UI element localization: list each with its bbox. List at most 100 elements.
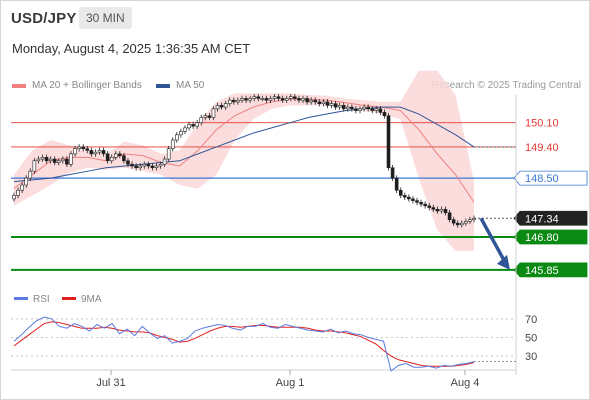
candle-49	[211, 106, 216, 121]
candle-body-86	[362, 106, 366, 110]
candle-body-29	[130, 163, 134, 167]
candle-26	[118, 151, 122, 159]
candle-78	[329, 100, 334, 109]
candle-99	[415, 197, 419, 206]
candle-body-53	[227, 99, 232, 104]
candle-body-22	[101, 150, 106, 155]
candle-89	[374, 106, 379, 114]
level-tag-bg-5	[513, 262, 588, 278]
candle-body-109	[455, 222, 460, 226]
candle-body-26	[118, 153, 122, 156]
candle-body-17	[81, 146, 86, 149]
candle-76	[321, 99, 326, 107]
candle-81	[341, 102, 346, 112]
candle-24	[109, 154, 114, 164]
candle-body-27	[122, 155, 126, 162]
level-tag-text-2: 148.50	[525, 173, 559, 185]
candle-55	[236, 97, 240, 105]
candle-101	[423, 201, 427, 209]
candle-107	[447, 209, 452, 223]
candle-93	[390, 164, 395, 181]
candle-body-81	[341, 105, 346, 110]
candle-72	[305, 95, 309, 105]
candle-body-30	[134, 165, 138, 169]
candle-body-105	[439, 208, 444, 212]
candle-64	[272, 93, 277, 102]
candle-106	[443, 206, 448, 216]
candle-38	[166, 145, 171, 162]
candle-80	[337, 102, 342, 110]
candle-40	[175, 132, 179, 143]
timeframe-badge[interactable]: 30 MIN	[79, 7, 132, 29]
candle-body-25	[113, 153, 118, 158]
candle-body-51	[219, 105, 224, 108]
candle-111	[464, 218, 468, 226]
candle-60	[256, 93, 261, 102]
candle-17	[81, 144, 86, 152]
x-tick-label-1: Aug 1	[276, 377, 305, 389]
candle-body-28	[126, 160, 130, 165]
candle-79	[333, 100, 338, 110]
candle-92	[386, 113, 391, 171]
candle-body-59	[252, 96, 256, 99]
candle-body-79	[333, 103, 338, 108]
candle-82	[346, 104, 350, 112]
candle-41	[179, 128, 183, 138]
candle-63	[268, 95, 273, 103]
level-tag-text-3: 147.34	[525, 213, 559, 225]
ma20-swatch	[12, 83, 26, 88]
candle-body-41	[179, 131, 183, 136]
candle-body-12	[61, 158, 65, 162]
candle-22	[101, 147, 106, 157]
level-tag-text-1: 149.40	[525, 142, 559, 154]
level-tag-149.40: 149.40	[525, 142, 559, 154]
candle-110	[459, 220, 464, 228]
candle-12	[61, 156, 65, 164]
candle-body-2	[20, 184, 24, 191]
candle-body-47	[203, 115, 208, 118]
candle-51	[219, 102, 224, 110]
candle-71	[301, 95, 305, 103]
candle-31	[138, 163, 142, 171]
candle-68	[289, 93, 293, 102]
candle-body-32	[142, 163, 147, 167]
candle-body-112	[468, 219, 472, 222]
candle-body-67	[284, 98, 289, 101]
rsi-legend-swatch	[14, 297, 28, 300]
candle-83	[350, 104, 354, 112]
candle-91	[382, 109, 387, 119]
candle-58	[248, 95, 252, 103]
candle-body-89	[374, 108, 379, 111]
candle-body-24	[109, 157, 114, 162]
candle-96	[402, 192, 407, 200]
candle-body-70	[297, 98, 301, 101]
candle-29	[130, 161, 134, 169]
candle-42	[183, 125, 187, 135]
candle-body-72	[305, 98, 309, 103]
candle-body-84	[354, 108, 358, 111]
rsi-legend-label: RSI	[33, 294, 50, 305]
candle-33	[146, 161, 151, 169]
candle-body-44	[191, 124, 195, 127]
candle-27	[122, 152, 126, 164]
candle-98	[411, 196, 415, 204]
candle-body-35	[154, 165, 159, 169]
candle-body-82	[346, 106, 350, 110]
candle-6	[36, 156, 41, 164]
legend-ma50-label: MA 50	[176, 80, 205, 91]
candle-body-65	[276, 96, 281, 99]
candle-62	[264, 95, 269, 103]
candle-body-36	[158, 163, 163, 167]
candle-body-74	[313, 99, 318, 103]
rsi-tick-30: 30	[525, 351, 537, 363]
candle-body-50	[215, 105, 220, 110]
candle-61	[260, 95, 265, 102]
candle-body-69	[293, 96, 297, 99]
candle-10	[52, 156, 57, 166]
candle-body-46	[199, 117, 204, 124]
candle-73	[309, 97, 313, 105]
candle-body-99	[415, 200, 419, 203]
ma20-line	[13, 98, 475, 203]
candle-25	[113, 151, 118, 161]
